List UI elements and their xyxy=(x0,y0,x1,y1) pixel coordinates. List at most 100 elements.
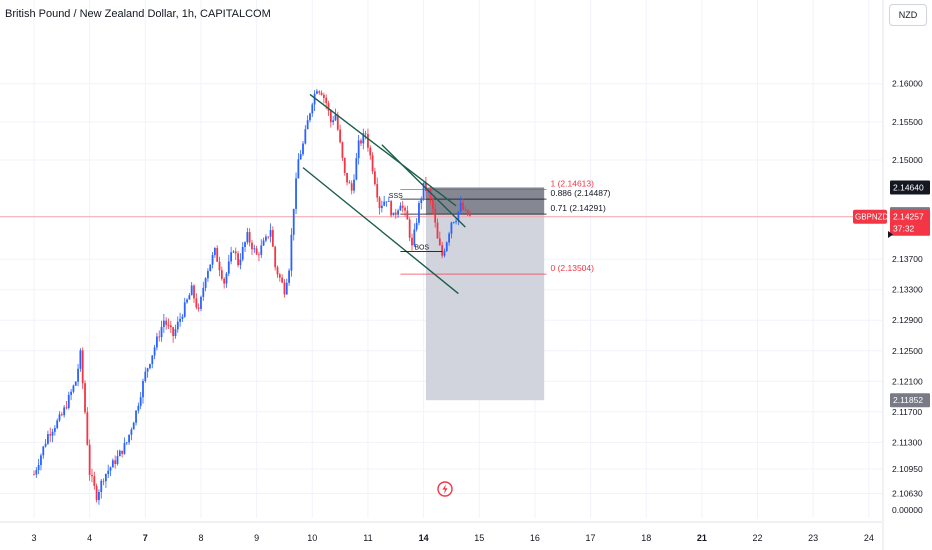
candle-body xyxy=(146,368,149,372)
candle-body xyxy=(462,202,464,210)
candle-body xyxy=(322,94,325,98)
candle-body xyxy=(123,443,126,454)
candle-body xyxy=(100,480,103,492)
fib-retracement[interactable]: 1 (2.14613)0.886 (2.14487) 0.71 (2.14291)… xyxy=(400,179,611,275)
candle-body xyxy=(60,414,63,416)
y-tick-label: 2.15000 xyxy=(892,155,923,165)
channel-lower-line[interactable] xyxy=(302,167,459,295)
candle-body xyxy=(265,236,267,241)
y-tick-label: 2.12900 xyxy=(892,315,923,325)
candle-body xyxy=(411,237,413,246)
candle-body xyxy=(336,114,339,130)
candle-body xyxy=(151,355,154,365)
time-axis[interactable]: 3 4 7 8 9 10 11 14 15 16 17 18 21 22 23 24 xyxy=(0,521,882,543)
candle-body xyxy=(241,247,244,260)
candle-body xyxy=(195,298,198,308)
fib-level-0-label: 0 (2.13504) xyxy=(550,263,594,273)
channel-mid-line[interactable] xyxy=(381,144,466,228)
candle-body xyxy=(207,271,209,279)
channel-upper-line[interactable] xyxy=(309,93,457,207)
candle-body xyxy=(343,157,346,173)
y-tick-label: 2.10950 xyxy=(892,464,923,474)
candle-body xyxy=(369,147,372,156)
candle-body xyxy=(283,282,286,295)
candle-body xyxy=(49,434,52,436)
candle-body xyxy=(392,212,395,216)
candle-body xyxy=(385,201,388,203)
candle-body xyxy=(413,229,416,246)
candle-body xyxy=(188,295,191,300)
candle-body xyxy=(74,381,77,386)
candle-body xyxy=(348,182,351,184)
price-axis-arrow-icon[interactable] xyxy=(888,231,893,238)
annotation-sss: SSS xyxy=(389,193,403,200)
candle-body xyxy=(285,282,288,295)
candle-body xyxy=(216,247,219,262)
countdown-text: 37:32 xyxy=(893,224,915,234)
candle-body xyxy=(455,220,457,223)
x-tick-label: 22 xyxy=(753,533,763,543)
candle-body xyxy=(204,278,207,288)
x-tick-label: 16 xyxy=(530,533,540,543)
candle-body xyxy=(139,397,142,406)
candle-body xyxy=(218,261,221,271)
candle-body xyxy=(77,368,79,382)
candle-body xyxy=(144,371,147,382)
candle-body xyxy=(445,242,448,251)
price-badge xyxy=(890,180,930,195)
candle-body xyxy=(104,474,107,482)
candle-body xyxy=(209,264,212,272)
fib-level-1-label: 1 (2.14613) xyxy=(550,179,594,189)
stop-loss-zone[interactable] xyxy=(425,187,545,215)
candle-body xyxy=(56,420,59,429)
y-tick-label: 2.10630 xyxy=(892,488,923,498)
candle-body xyxy=(179,318,181,322)
price-axis[interactable]: 2.16000 2.15500 2.15000 2.13700 2.13300 2.129… xyxy=(853,0,930,550)
candle-body xyxy=(232,251,235,253)
candle-body xyxy=(406,210,409,220)
candle-body xyxy=(450,222,453,234)
candle-body xyxy=(425,182,427,192)
x-tick-label: 24 xyxy=(864,533,874,543)
candle-body xyxy=(362,133,365,144)
x-tick-label: 15 xyxy=(474,533,484,543)
symbol-badge[interactable] xyxy=(853,209,887,224)
candle-body xyxy=(452,222,455,223)
take-profit-zone[interactable] xyxy=(425,214,545,401)
candle-body xyxy=(357,140,360,159)
candle-body xyxy=(313,93,316,105)
y-zero-label: 0.00000 xyxy=(892,505,923,515)
candle-body xyxy=(367,134,369,148)
candle-body xyxy=(260,245,263,255)
fib-level-0.886-label: 0.886 (2.14487) xyxy=(550,188,610,198)
candle-body xyxy=(107,470,110,475)
chart-title: British Pound / New Zealand Dollar, 1h, … xyxy=(5,8,271,20)
candle-body xyxy=(415,222,418,230)
candle-body xyxy=(295,178,297,209)
candle-body xyxy=(383,201,386,206)
candle-body xyxy=(186,299,188,303)
candle-body xyxy=(334,114,337,121)
tradingview-logo-icon[interactable] xyxy=(437,481,453,497)
candle-body xyxy=(153,347,156,356)
candle-body xyxy=(42,446,45,456)
candle-body xyxy=(290,234,293,271)
candle-body xyxy=(137,405,140,411)
current-price-text: 2.14257 xyxy=(893,212,924,222)
candle-body xyxy=(267,236,270,238)
candle-body xyxy=(248,232,251,243)
candle-body xyxy=(278,274,281,278)
candle-body xyxy=(394,212,397,215)
candle-body xyxy=(169,325,172,328)
candle-body xyxy=(121,450,124,454)
candle-body xyxy=(91,474,93,477)
candle-body xyxy=(130,429,133,435)
candle-body xyxy=(44,443,47,447)
candle-body xyxy=(181,316,184,319)
currency-selector[interactable]: NZD xyxy=(889,4,927,26)
candle-body xyxy=(174,329,177,337)
candle-body xyxy=(160,326,163,338)
trend-channel[interactable] xyxy=(302,93,466,295)
candle-body xyxy=(72,385,75,392)
